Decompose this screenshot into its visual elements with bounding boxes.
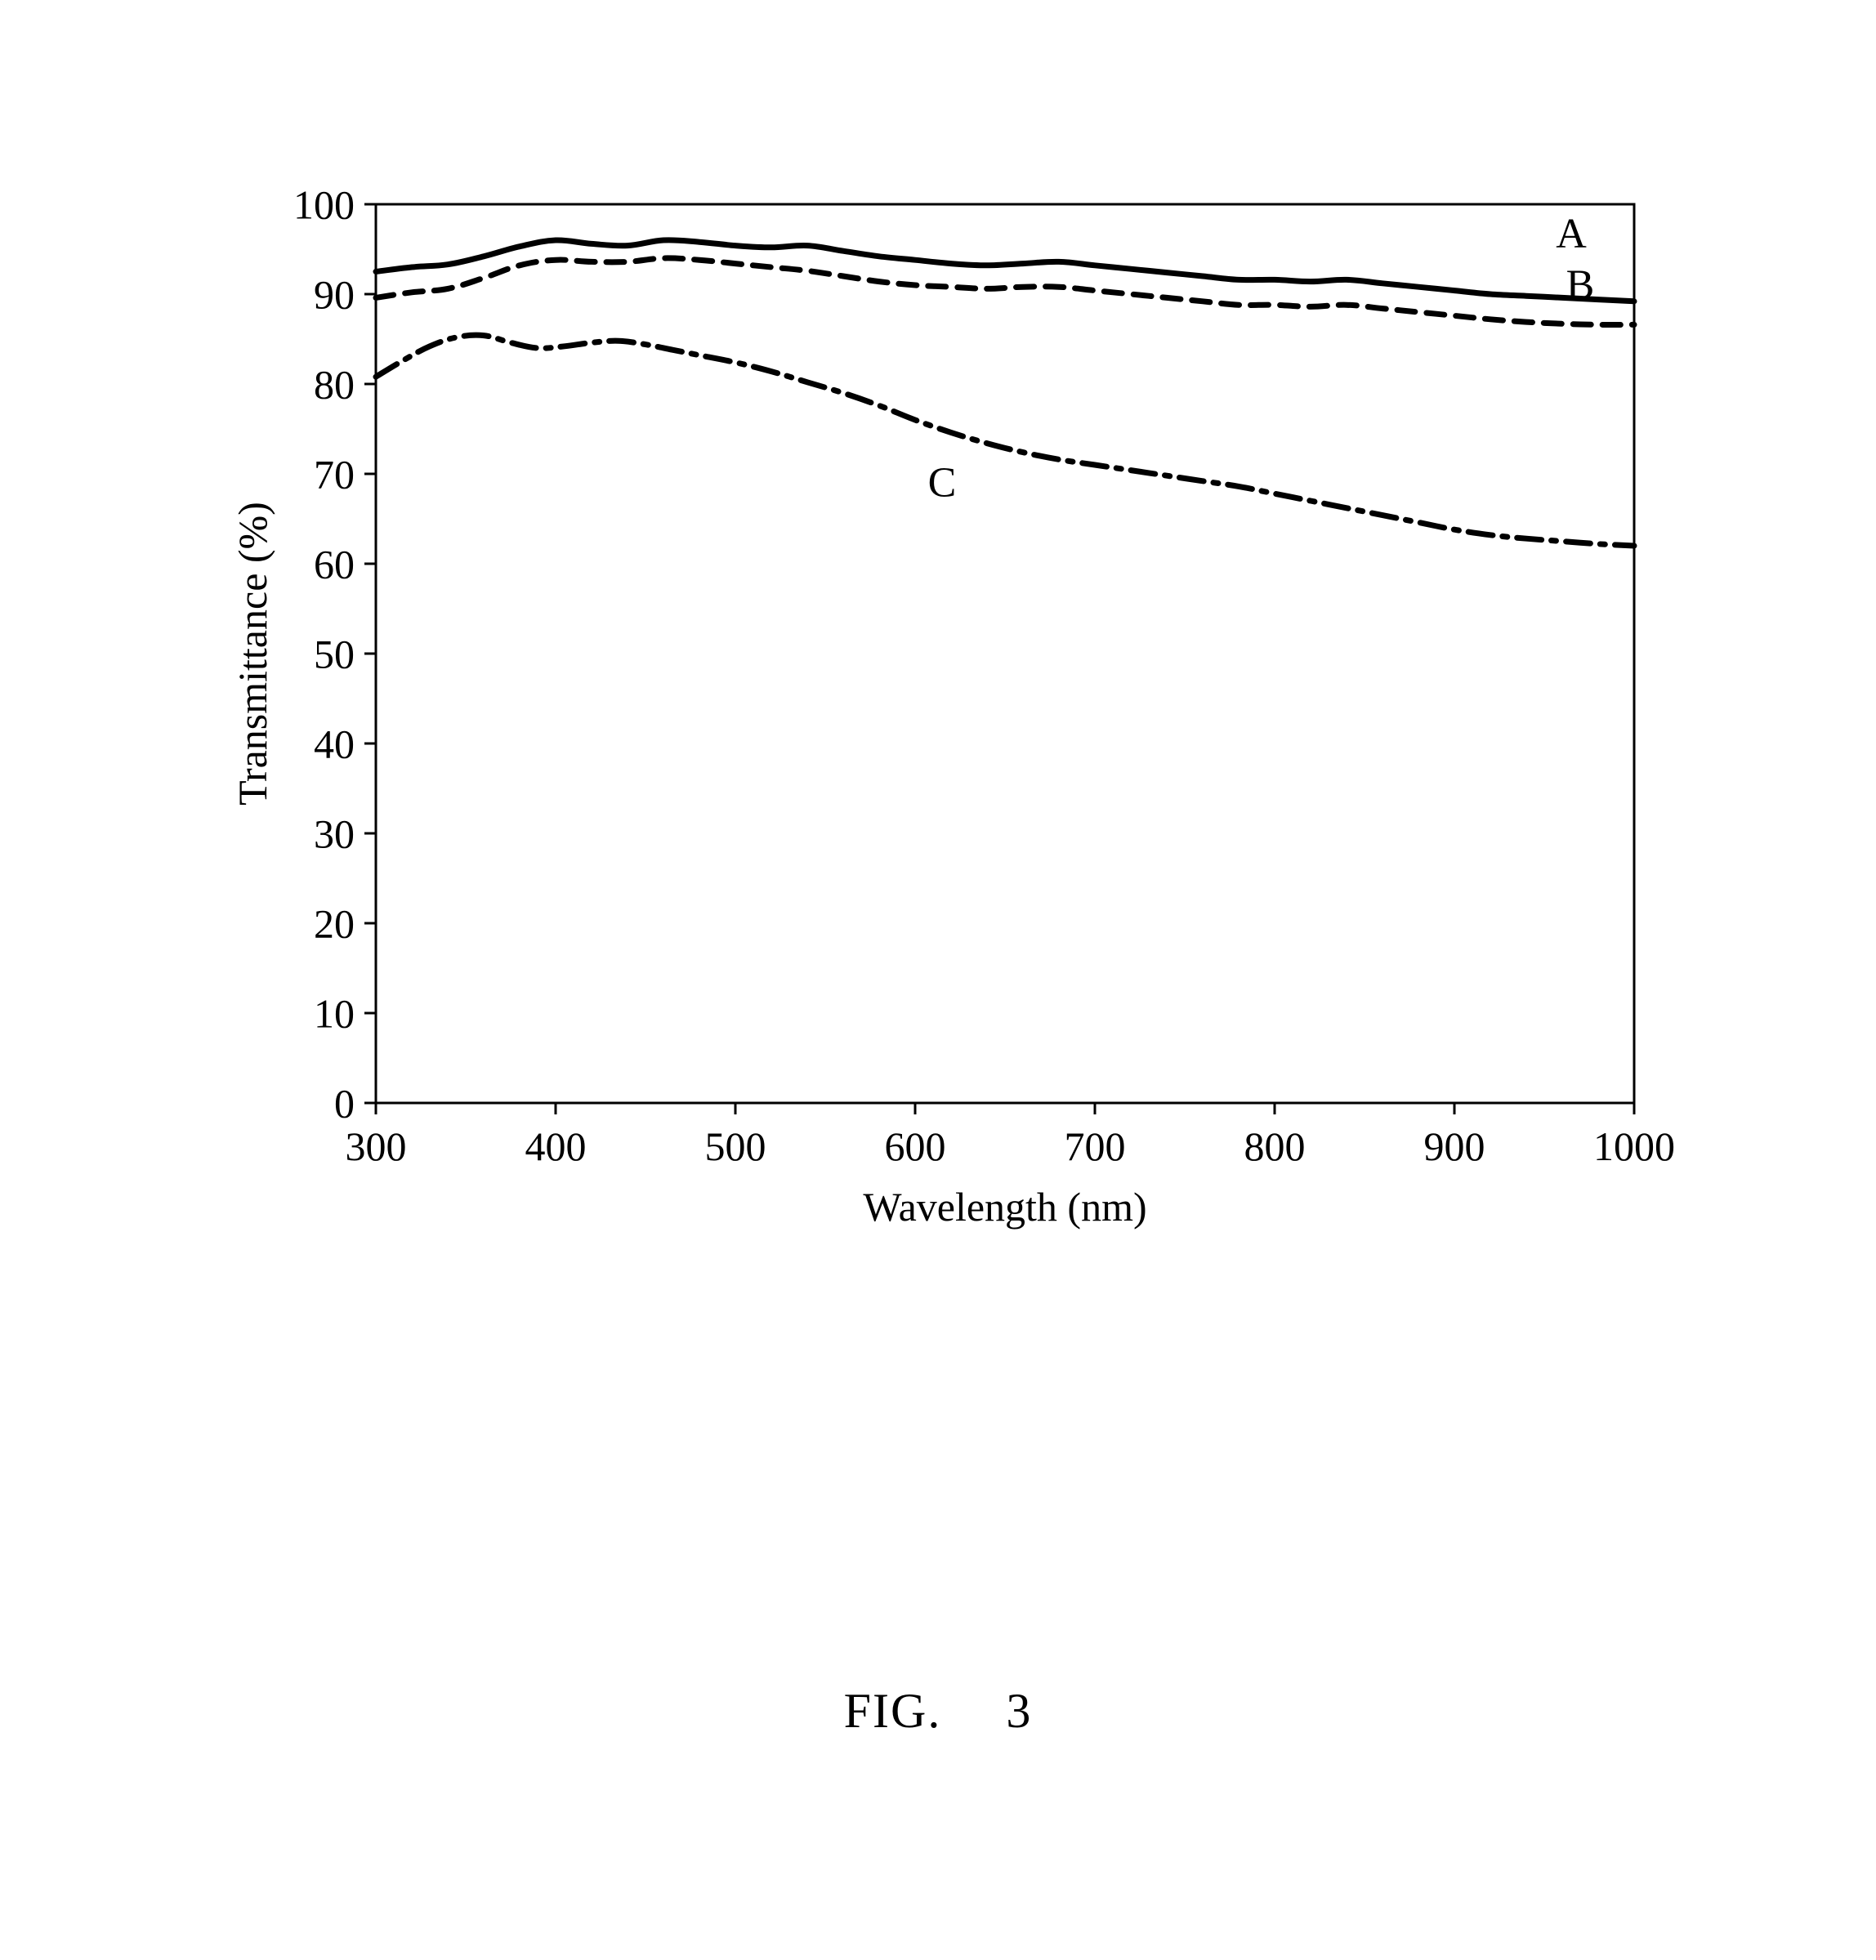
y-axis-title: Transmittance (%) (230, 502, 275, 806)
series-C (376, 335, 1634, 546)
x-tick-label: 900 (1424, 1123, 1485, 1169)
y-tick-label: 0 (334, 1081, 355, 1127)
x-axis-title: Wavelength (nm) (863, 1184, 1146, 1230)
x-tick-label: 600 (885, 1123, 946, 1169)
y-tick-label: 20 (314, 901, 355, 947)
chart-svg: 300 400 500 600 700 800 900 1000 0 10 20 30 40 50 60 70… (212, 180, 1683, 1242)
x-tick-label: 1000 (1593, 1123, 1675, 1169)
y-tick-label: 40 (314, 721, 355, 767)
plot-border (376, 204, 1634, 1103)
y-tick-label: 90 (314, 272, 355, 318)
y-tick-label: 10 (314, 991, 355, 1037)
y-tick-label: 100 (293, 182, 355, 228)
y-tick-label: 60 (314, 542, 355, 587)
x-tick-label: 800 (1244, 1123, 1306, 1169)
transmittance-chart: 300 400 500 600 700 800 900 1000 0 10 20 30 40 50 60 70… (212, 180, 1683, 1242)
x-tick-label: 300 (346, 1123, 407, 1169)
series-A (376, 240, 1634, 301)
series-label-B: B (1566, 262, 1595, 309)
figure-caption: FIG. 3 (0, 1683, 1876, 1739)
x-tick-label: 700 (1065, 1123, 1126, 1169)
series-label-C: C (928, 460, 957, 507)
y-tick-label: 70 (314, 452, 355, 498)
x-tick-label: 400 (525, 1123, 587, 1169)
y-tick-label: 30 (314, 811, 355, 857)
y-tick-label: 50 (314, 632, 355, 677)
y-tick-label: 80 (314, 362, 355, 408)
series-label-A: A (1556, 211, 1587, 257)
x-tick-label: 500 (705, 1123, 766, 1169)
